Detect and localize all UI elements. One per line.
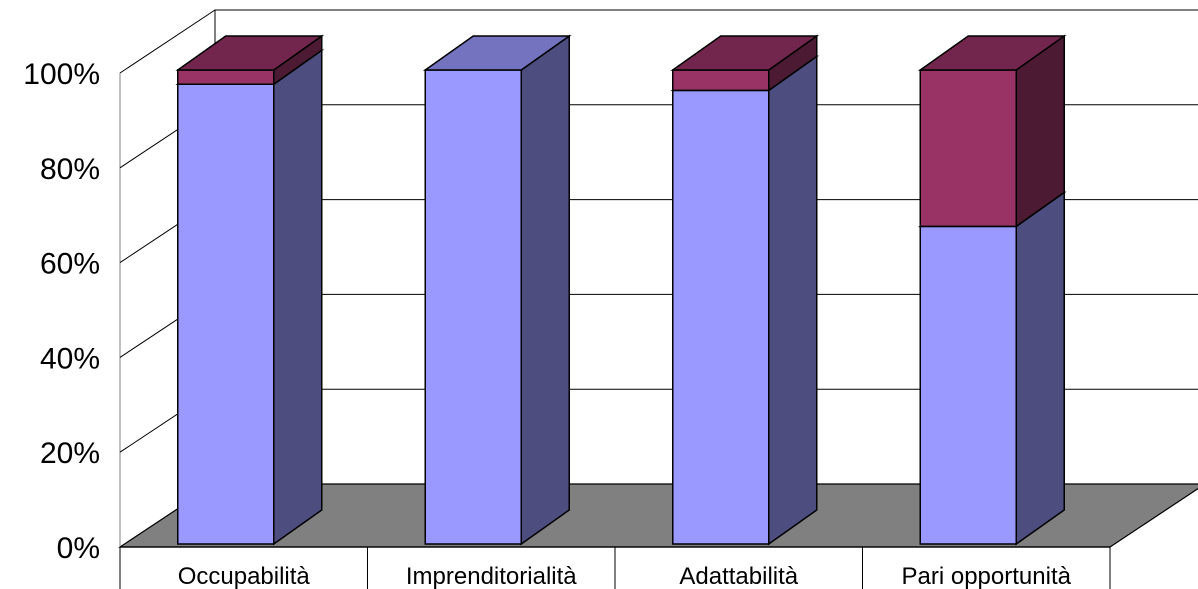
- bar-top-face: [670, 35, 820, 71]
- bar-front-face: [919, 225, 1017, 545]
- bar-front-face: [177, 69, 275, 85]
- bar-segment-2: [917, 34, 1067, 228]
- y-tick-label: 60%: [40, 248, 100, 281]
- y-tick-label: 40%: [40, 342, 100, 375]
- bar-side-face: [1015, 190, 1065, 546]
- bar-front-face: [672, 89, 770, 545]
- y-tick-label: 20%: [40, 437, 100, 470]
- y-tick-label: 80%: [40, 153, 100, 186]
- bar-front-face: [177, 83, 275, 545]
- bar-segment-1: [917, 190, 1067, 546]
- bar-segment-2: [670, 34, 820, 92]
- bar-segment-2: [175, 34, 325, 86]
- bar-segment-1: [175, 48, 325, 546]
- bar-segment-1: [670, 54, 820, 546]
- bar-segment-1: [422, 34, 572, 546]
- bar-side-face: [273, 48, 323, 546]
- x-category-label: Occupabilità: [178, 563, 311, 589]
- bar-top-face: [175, 35, 325, 71]
- bar-front-face: [424, 69, 522, 545]
- bar-front-face: [919, 69, 1017, 228]
- gridline-side: [119, 9, 216, 74]
- bar-side-face: [520, 34, 570, 546]
- y-tick-label: 0%: [57, 532, 100, 565]
- x-category-label: Adattabilità: [679, 563, 798, 589]
- bar-top-face: [917, 35, 1067, 71]
- y-tick-label: 100%: [23, 58, 100, 91]
- x-category-label: Imprenditorialità: [406, 563, 577, 589]
- bar-front-face: [672, 69, 770, 92]
- bar-side-face: [768, 54, 818, 546]
- bar-top-face: [422, 35, 572, 71]
- x-category-label: Pari opportunità: [902, 563, 1072, 589]
